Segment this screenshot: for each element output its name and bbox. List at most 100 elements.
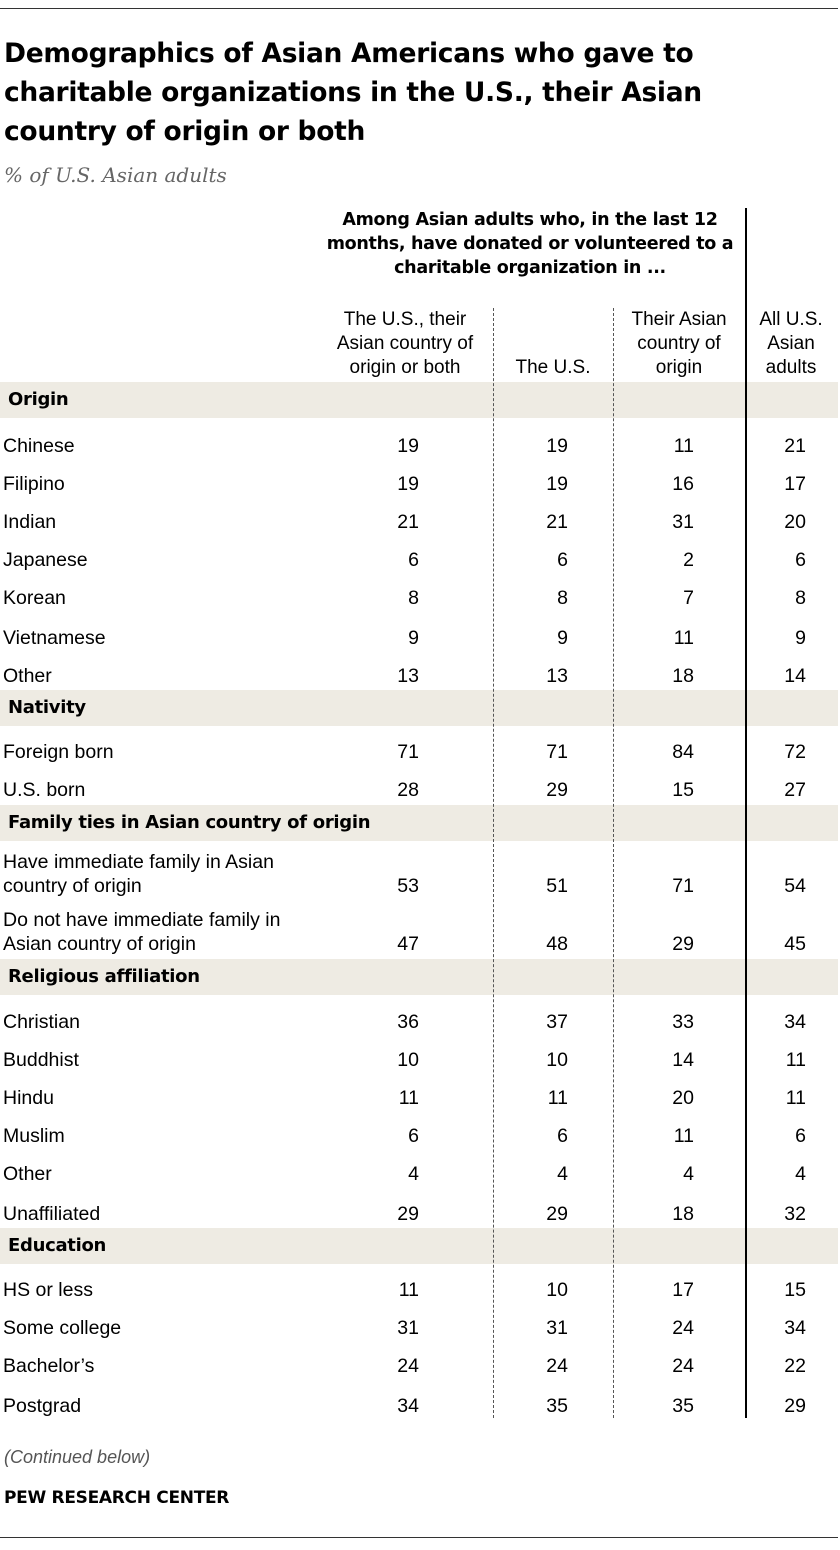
table-cell: 51 bbox=[546, 875, 568, 897]
table-cell: 29 bbox=[784, 1395, 806, 1417]
row-label-other: Other bbox=[3, 665, 52, 687]
table-cell: 18 bbox=[672, 665, 694, 687]
table-cell: 33 bbox=[672, 1011, 694, 1033]
row-label-japanese: Japanese bbox=[3, 549, 88, 571]
table-cell: 11 bbox=[398, 1087, 419, 1109]
table-cell: 72 bbox=[784, 741, 806, 763]
table-cell: 31 bbox=[546, 1317, 568, 1339]
table-cell: 20 bbox=[784, 511, 806, 533]
table-cell: 18 bbox=[672, 1203, 694, 1225]
table-cell: 19 bbox=[546, 473, 568, 495]
table-cell: 84 bbox=[672, 741, 694, 763]
table-cell: 35 bbox=[546, 1395, 568, 1417]
section-band-education: Education bbox=[0, 1228, 838, 1264]
table-cell: 7 bbox=[683, 587, 694, 609]
row-label-indian: Indian bbox=[3, 511, 57, 533]
row-label-hindu: Hindu bbox=[3, 1087, 54, 1109]
row-label-korean: Korean bbox=[3, 587, 66, 609]
table-cell: 27 bbox=[784, 779, 806, 801]
table-cell: 6 bbox=[557, 1125, 568, 1147]
table-cell: 17 bbox=[784, 473, 806, 495]
table-cell: 9 bbox=[557, 627, 568, 649]
row-label-hs-or-less: HS or less bbox=[3, 1279, 93, 1301]
table-cell: 15 bbox=[784, 1279, 806, 1301]
source-label: PEW RESEARCH CENTER bbox=[4, 1488, 230, 1508]
table-cell: 14 bbox=[672, 1049, 694, 1071]
row-label-christian: Christian bbox=[3, 1011, 80, 1033]
table-cell: 34 bbox=[397, 1395, 419, 1417]
column-header-us: The U.S. bbox=[515, 357, 591, 378]
table-cell: 11 bbox=[398, 1279, 419, 1301]
row-label-unaffiliated: Unaffiliated bbox=[3, 1203, 101, 1225]
table-cell: 48 bbox=[546, 933, 568, 955]
table-cell: 13 bbox=[397, 665, 419, 687]
section-label: Family ties in Asian country of origin bbox=[8, 812, 371, 833]
table-cell: 19 bbox=[397, 473, 419, 495]
table-cell: 9 bbox=[795, 627, 806, 649]
table-cell: 34 bbox=[784, 1317, 806, 1339]
table-cell: 36 bbox=[397, 1011, 419, 1033]
section-band-origin: Origin bbox=[0, 382, 838, 418]
table-cell: 37 bbox=[546, 1011, 568, 1033]
table-cell: 32 bbox=[784, 1203, 806, 1225]
row-label-other: Other bbox=[3, 1163, 52, 1185]
table-cell: 10 bbox=[397, 1049, 419, 1071]
chart-subtitle: % of U.S. Asian adults bbox=[4, 163, 227, 187]
chart-title: Demographics of Asian Americans who gave… bbox=[4, 38, 702, 147]
table-cell: 71 bbox=[397, 741, 419, 763]
table-cell: 31 bbox=[397, 1317, 419, 1339]
table-cell: 29 bbox=[672, 933, 694, 955]
table-cell: 11 bbox=[547, 1087, 568, 1109]
table-cell: 11 bbox=[673, 1125, 694, 1147]
table-cell: 2 bbox=[683, 549, 694, 571]
row-label-chinese: Chinese bbox=[3, 435, 75, 457]
table-cell: 54 bbox=[784, 875, 806, 897]
table-cell: 6 bbox=[557, 549, 568, 571]
table-cell: 15 bbox=[672, 779, 694, 801]
row-label-muslim: Muslim bbox=[3, 1125, 65, 1147]
top-rule bbox=[0, 8, 838, 9]
table-cell: 24 bbox=[546, 1355, 568, 1377]
table-cell: 11 bbox=[785, 1087, 806, 1109]
table-cell: 35 bbox=[672, 1395, 694, 1417]
table-cell: 71 bbox=[672, 875, 694, 897]
table-cell: 14 bbox=[784, 665, 806, 687]
table-cell: 4 bbox=[795, 1163, 806, 1185]
table-cell: 11 bbox=[673, 627, 694, 649]
section-band-religious-affiliation: Religious affiliation bbox=[0, 959, 838, 995]
table-cell: 6 bbox=[795, 1125, 806, 1147]
table-cell: 11 bbox=[785, 1049, 806, 1071]
row-label-foreign-born: Foreign born bbox=[3, 741, 114, 763]
section-label: Education bbox=[8, 1235, 107, 1256]
section-label: Nativity bbox=[8, 697, 86, 718]
column-header-us-or-origin-or-both: The U.S., their Asian country of origin … bbox=[336, 309, 474, 378]
table-cell: 21 bbox=[397, 511, 419, 533]
row-label-vietnamese: Vietnamese bbox=[3, 627, 106, 649]
table-cell: 6 bbox=[795, 549, 806, 571]
table-cell: 6 bbox=[408, 1125, 419, 1147]
table-cell: 13 bbox=[546, 665, 568, 687]
table-cell: 24 bbox=[397, 1355, 419, 1377]
row-label-have-immediate-family-in-asian-country-of-origin: Have immediate family in Asian country o… bbox=[3, 851, 274, 897]
table-cell: 45 bbox=[784, 933, 806, 955]
table-cell: 29 bbox=[546, 779, 568, 801]
table-cell: 29 bbox=[546, 1203, 568, 1225]
table-cell: 11 bbox=[673, 435, 694, 457]
continued-note: (Continued below) bbox=[4, 1447, 151, 1467]
column-divider-solid bbox=[745, 208, 747, 1418]
table-cell: 34 bbox=[784, 1011, 806, 1033]
section-band-family-ties-in-asian-country-of-origin: Family ties in Asian country of origin bbox=[0, 805, 838, 841]
table-cell: 16 bbox=[672, 473, 694, 495]
table-cell: 47 bbox=[397, 933, 419, 955]
table-cell: 8 bbox=[795, 587, 806, 609]
table-cell: 4 bbox=[557, 1163, 568, 1185]
table-cell: 24 bbox=[672, 1355, 694, 1377]
table-cell: 31 bbox=[672, 511, 694, 533]
table-cell: 17 bbox=[672, 1279, 694, 1301]
table-cell: 21 bbox=[784, 435, 806, 457]
column-group-header: Among Asian adults who, in the last 12 m… bbox=[326, 210, 734, 278]
bottom-rule bbox=[0, 1537, 838, 1538]
row-label-u-s-born: U.S. born bbox=[3, 779, 86, 801]
row-label-do-not-have-immediate-family-in-asian-country-of-origin: Do not have immediate family in Asian co… bbox=[3, 909, 281, 955]
table-cell: 4 bbox=[683, 1163, 694, 1185]
